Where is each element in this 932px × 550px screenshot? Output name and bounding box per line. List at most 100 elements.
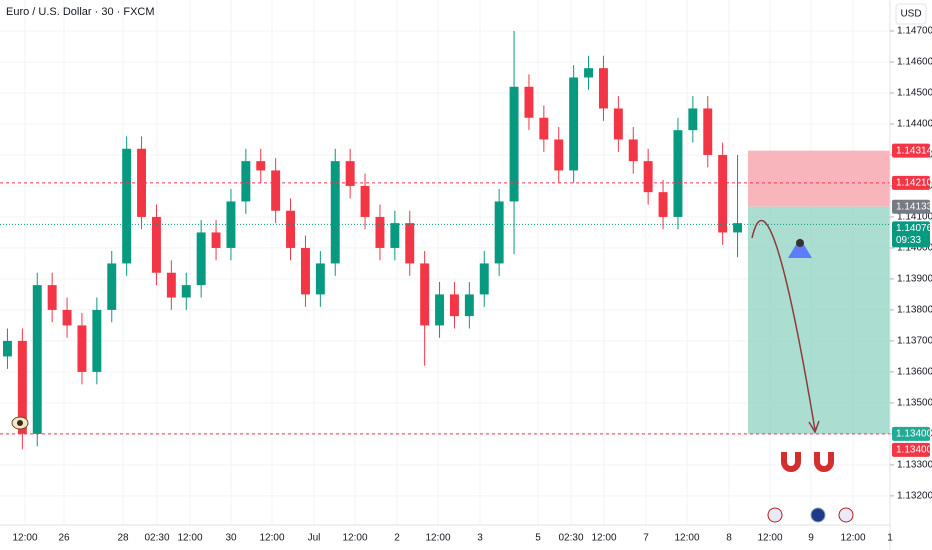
magnet-icons <box>781 452 834 472</box>
y-tick-label: 1.13700 <box>897 336 932 347</box>
x-tick-label: 28 <box>117 533 129 544</box>
candle-body <box>360 185 370 217</box>
candle-body <box>718 154 728 233</box>
y-tick-label: 1.14000 <box>897 243 932 254</box>
currency: USD <box>900 9 921 20</box>
candle-body <box>226 201 236 248</box>
price-tag <box>892 221 930 248</box>
x-tick-label: 26 <box>58 533 70 544</box>
y-tick-label: 1.14400 <box>897 119 932 130</box>
candle-body <box>703 108 713 155</box>
price-tag <box>892 426 930 441</box>
candle-body <box>47 285 57 310</box>
candle-body <box>211 232 221 248</box>
price-tag-label: 1.14076 <box>896 223 932 234</box>
candle-body <box>598 68 608 109</box>
price-tag-label: 1.13400 <box>896 445 932 456</box>
x-tick-label: 12:00 <box>342 533 367 544</box>
candle-body <box>17 340 27 434</box>
x-tick-label: 12:00 <box>674 533 699 544</box>
candle-body <box>628 139 638 162</box>
chart-title: Euro / U.S. Dollar · 30 · FXCM <box>6 6 155 18</box>
candle-body <box>688 108 698 131</box>
y-tick-label: 1.14600 <box>897 57 932 68</box>
person-icon <box>788 238 812 258</box>
candle-body <box>330 161 340 264</box>
x-tick-label: 5 <box>535 533 541 544</box>
y-tick-label: 1.14500 <box>897 88 932 99</box>
candle-body <box>62 309 72 326</box>
x-tick-label: 12:00 <box>12 533 37 544</box>
x-tick-label: 12:00 <box>259 533 284 544</box>
candle-body <box>733 223 743 233</box>
candle-body <box>375 216 385 248</box>
projection-arrow <box>751 219 816 431</box>
x-tick-label: 2 <box>394 533 400 544</box>
currency-box[interactable] <box>895 3 927 25</box>
y-tick-label: 1.13300 <box>897 460 932 471</box>
candle-body <box>286 210 296 248</box>
x-tick-label: 12:00 <box>757 533 782 544</box>
price-tag <box>892 442 930 457</box>
candle-body <box>643 161 653 193</box>
x-tick-label: Jul <box>308 533 321 544</box>
candle-body <box>420 263 430 326</box>
price-tag-label: 1.14210 <box>896 177 932 188</box>
x-tick-label: 7 <box>643 533 649 544</box>
candle-body <box>509 86 519 202</box>
candle-body <box>449 294 459 317</box>
candle-body <box>2 340 12 357</box>
y-tick-label: 1.13800 <box>897 305 932 316</box>
target-zone <box>748 206 890 434</box>
price-tag-label: 1.14314 <box>896 145 932 156</box>
candle-body <box>464 294 474 317</box>
x-tick-label: 3 <box>477 533 483 544</box>
candle-body <box>613 108 623 140</box>
candle-body <box>658 192 668 217</box>
candle-body <box>166 272 176 298</box>
x-tick-label: 30 <box>225 533 237 544</box>
candle-body <box>92 309 102 372</box>
candle-body <box>494 201 504 264</box>
x-tick-label: 12:00 <box>840 533 865 544</box>
arrow-head <box>808 420 820 434</box>
candle-body <box>77 325 87 372</box>
candle-body <box>315 263 325 295</box>
candle-body <box>32 285 42 434</box>
candle-body <box>554 139 564 171</box>
x-tick-label: 02:30 <box>558 533 583 544</box>
y-tick-label: 1.13500 <box>897 398 932 409</box>
candle-body <box>122 148 132 264</box>
price-tag <box>892 175 930 190</box>
candle-body <box>569 77 579 171</box>
candle-body <box>151 216 161 273</box>
candle-body <box>479 263 489 295</box>
candle-body <box>137 148 147 217</box>
stop-zone <box>748 150 890 207</box>
eye-icon <box>11 416 29 430</box>
candle-body <box>435 294 445 326</box>
price-tag <box>892 199 930 214</box>
candle-body <box>673 130 683 217</box>
y-tick-label: 1.14100 <box>897 212 932 223</box>
x-tick-label: 12:00 <box>591 533 616 544</box>
candle-body <box>271 170 281 211</box>
candle-body <box>405 223 415 264</box>
candle-body <box>584 68 594 78</box>
candle-body <box>300 247 310 295</box>
event-flags <box>767 507 854 523</box>
y-tick-label: 1.13200 <box>897 491 932 502</box>
x-tick-label: 12:00 <box>425 533 450 544</box>
price-tag-label: 1.13400 <box>896 429 932 440</box>
candle-body <box>524 86 534 118</box>
candle-body <box>181 285 191 298</box>
x-tick-label: 1 <box>887 533 893 544</box>
x-tick-label: 8 <box>726 533 732 544</box>
candle-body <box>256 161 266 171</box>
countdown: 09:33 <box>896 235 921 246</box>
price-tag-label: 1.14133 <box>896 201 932 212</box>
candle-body <box>241 161 251 202</box>
price-tag <box>892 143 930 158</box>
x-tick-label: 12:00 <box>177 533 202 544</box>
